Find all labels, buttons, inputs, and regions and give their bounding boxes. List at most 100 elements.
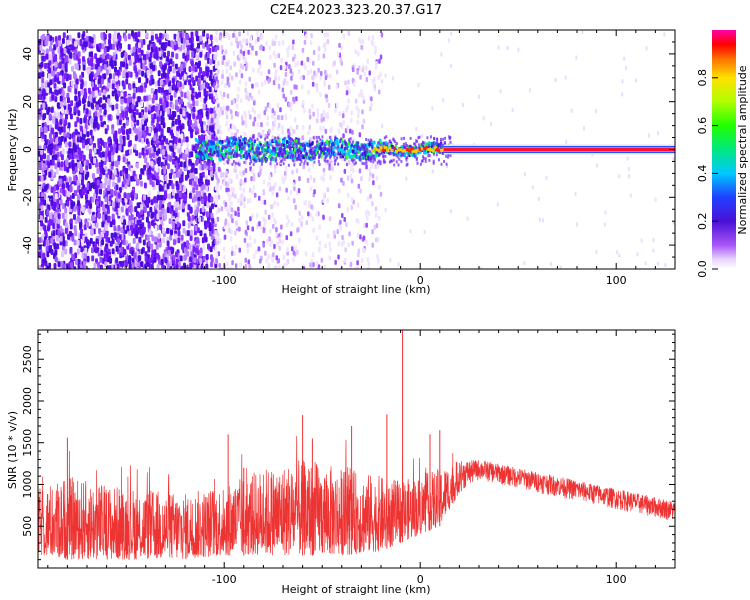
heatmap-cell (105, 69, 109, 76)
heatmap-cell (97, 78, 101, 85)
heatmap-cell (565, 139, 568, 144)
heatmap-cell (664, 263, 667, 268)
heatmap-cell (312, 111, 315, 117)
heatmap-cell (268, 128, 271, 134)
heatmap-cell (309, 175, 313, 181)
heatmap-cell (230, 229, 233, 235)
heatmap-cell (141, 149, 145, 156)
heatmap-cell (60, 135, 64, 142)
heatmap-cell (84, 236, 88, 243)
heatmap-cell (68, 58, 72, 65)
heatmap-cell (347, 160, 351, 166)
heatmap-cell (259, 64, 262, 69)
heatmap-cell (203, 233, 207, 240)
heatmap-cell (231, 75, 234, 81)
heatmap-cell (97, 142, 101, 149)
heatmap-cell (64, 227, 68, 234)
heatmap-cell (188, 125, 192, 132)
heatmap-cell (166, 94, 170, 101)
heatmap-cell (85, 108, 89, 115)
heatmap-cell (50, 107, 54, 113)
heatmap-cell (361, 67, 365, 73)
heatmap-cell (240, 73, 244, 79)
heatmap-cell (323, 80, 326, 85)
heatmap-cell (175, 99, 178, 106)
heatmap-cell (154, 236, 158, 243)
heatmap-cell (171, 132, 174, 139)
heatmap-cell (450, 31, 453, 36)
heatmap-cell (183, 161, 187, 168)
heatmap-cell (309, 212, 313, 218)
heatmap-cell (146, 162, 149, 169)
heatmap-cell (265, 238, 269, 244)
heatmap-cell (291, 221, 294, 227)
heatmap-cell (74, 121, 78, 128)
heatmap-cell (168, 201, 172, 208)
heatmap-cell (248, 197, 252, 203)
heatmap-cell (85, 202, 89, 209)
heatmap-cell (102, 169, 106, 176)
heatmap-cell (191, 214, 195, 221)
heatmap-cell (244, 119, 248, 125)
heatmap-cell (231, 124, 234, 129)
heatmap-cell (156, 116, 160, 123)
heatmap-cell (210, 212, 214, 219)
heatmap-cell (79, 155, 83, 162)
heatmap-cell (359, 39, 362, 45)
heatmap-cell (197, 72, 201, 79)
heatmap-cell (225, 110, 228, 115)
heatmap-cell (145, 199, 149, 206)
heatmap-cell (312, 262, 315, 268)
heatmap-cell (218, 35, 222, 41)
heatmap-cell (342, 240, 345, 245)
heatmap-cell (47, 225, 50, 232)
heatmap-cell (57, 218, 61, 225)
heatmap-cell (65, 113, 68, 120)
heatmap-cell (281, 40, 285, 46)
heatmap-cell (300, 60, 304, 66)
heatmap-cell (86, 171, 90, 178)
heatmap-cell (264, 218, 267, 224)
heatmap-cell (54, 256, 58, 263)
heatmap-cell (138, 236, 142, 243)
heatmap-cell (125, 72, 129, 79)
heatmap-cell (220, 80, 224, 86)
heatmap-cell (262, 189, 265, 195)
heatmap-cell (255, 213, 259, 219)
heatmap-cell (168, 65, 172, 72)
heatmap-cell (140, 180, 143, 187)
heatmap-cell (76, 39, 80, 46)
heatmap-cell (101, 43, 105, 50)
heatmap-cell (226, 261, 229, 267)
heatmap-cell (106, 106, 110, 113)
heatmap-cell (330, 162, 334, 168)
heatmap-cell (289, 231, 293, 237)
heatmap-cell (38, 72, 42, 79)
heatmap-cell (370, 102, 373, 108)
heatmap-cell (166, 33, 170, 40)
heatmap-cell (40, 61, 44, 68)
heatmap-cell (187, 222, 191, 229)
heatmap-cell (249, 216, 252, 222)
heatmap-cell (97, 261, 101, 268)
heatmap-cell (244, 87, 247, 93)
heatmap-cell (236, 128, 239, 134)
heatmap-cell (317, 267, 320, 269)
heatmap-cell (74, 259, 78, 265)
heatmap-cell (98, 234, 102, 241)
heatmap-cell (97, 196, 101, 202)
heatmap-cell (51, 128, 55, 135)
heatmap-cell (128, 230, 132, 237)
heatmap-cell (56, 77, 60, 84)
heatmap-cell (122, 239, 126, 245)
heatmap-cell (160, 105, 164, 112)
heatmap-cell (273, 62, 276, 68)
heatmap-cell (312, 50, 316, 55)
heatmap-signal-cell (257, 146, 260, 151)
heatmap-cell (145, 53, 149, 60)
heatmap-cell (174, 118, 178, 125)
heatmap-cell (117, 238, 121, 245)
heatmap-cell (151, 220, 154, 226)
heatmap-cell (191, 51, 195, 58)
